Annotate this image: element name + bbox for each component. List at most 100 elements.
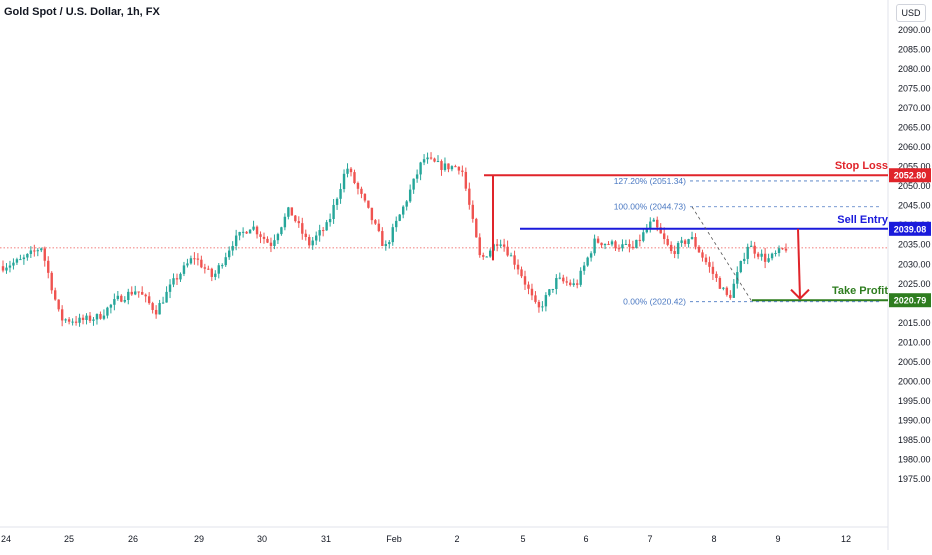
y-tick-label: 2030.00 xyxy=(898,259,931,269)
candle-body xyxy=(548,289,551,296)
candle-body xyxy=(266,238,269,243)
candle-body xyxy=(527,284,530,289)
candle-body xyxy=(509,255,513,257)
candle-body xyxy=(711,266,715,274)
level-price-tag xyxy=(889,293,931,308)
candle-body xyxy=(158,303,161,315)
candle-body xyxy=(408,189,412,202)
candle-body xyxy=(353,172,356,184)
currency-button[interactable]: USD xyxy=(896,4,926,22)
candle-body xyxy=(335,198,339,205)
candle-body xyxy=(43,248,46,261)
candle-body xyxy=(360,188,363,194)
candle-body xyxy=(565,281,568,283)
candle-body xyxy=(426,157,429,160)
candle-body xyxy=(85,315,88,320)
candle-body xyxy=(530,288,534,296)
y-tick-label: 1990.00 xyxy=(898,415,931,425)
candle-body xyxy=(137,291,140,293)
candle-body xyxy=(551,289,555,291)
candle-body xyxy=(722,287,725,289)
x-tick-label: Feb xyxy=(386,534,402,544)
candle-body xyxy=(555,278,558,290)
candle-body xyxy=(29,250,33,254)
candle-body xyxy=(523,276,527,285)
candle-body xyxy=(342,173,346,190)
candle-body xyxy=(377,223,381,232)
candle-body xyxy=(669,244,673,252)
candle-body xyxy=(370,207,374,221)
candle-body xyxy=(454,166,457,168)
candle-body xyxy=(579,270,582,285)
candle-body xyxy=(259,234,262,237)
candle-body xyxy=(165,291,168,303)
candle-body xyxy=(708,262,711,267)
candle-body xyxy=(617,248,621,250)
candle-body xyxy=(26,253,29,258)
candle-body xyxy=(36,250,39,252)
candle-body xyxy=(468,188,471,205)
candle-body xyxy=(144,294,147,297)
candle-body xyxy=(499,244,502,246)
candle-body xyxy=(19,259,22,261)
candle-body xyxy=(478,237,481,256)
candle-body xyxy=(784,248,788,251)
y-tick-label: 2055.00 xyxy=(898,162,931,172)
candle-body xyxy=(645,228,648,233)
candle-body xyxy=(593,238,596,254)
candle-body xyxy=(130,291,133,295)
candle-body xyxy=(502,244,506,247)
candle-body xyxy=(753,245,756,254)
candle-body xyxy=(704,257,708,263)
y-tick-label: 2015.00 xyxy=(898,318,931,328)
y-tick-label: 2050.00 xyxy=(898,181,931,191)
candle-body xyxy=(109,304,113,308)
candle-body xyxy=(610,241,614,245)
y-tick-label: 1980.00 xyxy=(898,454,931,464)
candle-body xyxy=(586,257,589,266)
candle-body xyxy=(179,273,182,280)
candle-body xyxy=(447,163,450,170)
candle-body xyxy=(269,242,273,246)
candle-body xyxy=(461,170,464,172)
candle-body xyxy=(346,168,349,174)
x-tick-label: 5 xyxy=(520,534,525,544)
level-price-value: 2020.79 xyxy=(894,296,927,306)
candle-body xyxy=(663,233,666,239)
candle-body xyxy=(635,239,638,248)
candle-body xyxy=(701,252,704,258)
candle-body xyxy=(464,171,468,189)
level-price-value: 2052.80 xyxy=(894,171,927,181)
candle-body xyxy=(92,319,95,321)
level-price-value: 2039.08 xyxy=(894,224,927,234)
candle-body xyxy=(374,220,377,224)
candle-body xyxy=(315,235,318,241)
candle-body xyxy=(280,227,283,235)
candle-body xyxy=(760,253,763,257)
fib-level-label: 100.00% (2044.73) xyxy=(614,202,686,212)
candle-body xyxy=(642,232,645,241)
x-tick-label: 9 xyxy=(775,534,780,544)
candle-body xyxy=(325,222,328,231)
candle-body xyxy=(304,233,307,238)
x-tick-label: 24 xyxy=(1,534,11,544)
candle-body xyxy=(217,265,220,274)
x-tick-label: 25 xyxy=(64,534,74,544)
candle-body xyxy=(638,239,642,241)
candle-body xyxy=(154,309,158,315)
candle-body xyxy=(134,291,137,295)
candle-body xyxy=(457,166,461,171)
x-tick-label: 12 xyxy=(841,534,851,544)
candle-body xyxy=(113,299,116,305)
candle-body xyxy=(732,283,735,298)
candle-body xyxy=(614,241,617,249)
candle-body xyxy=(363,193,367,201)
candle-body xyxy=(690,237,694,240)
candle-body xyxy=(443,163,447,170)
x-tick-label: 2 xyxy=(454,534,459,544)
sell-arrow-shaft xyxy=(797,228,801,299)
candle-body xyxy=(405,201,408,207)
candle-body xyxy=(99,314,102,319)
